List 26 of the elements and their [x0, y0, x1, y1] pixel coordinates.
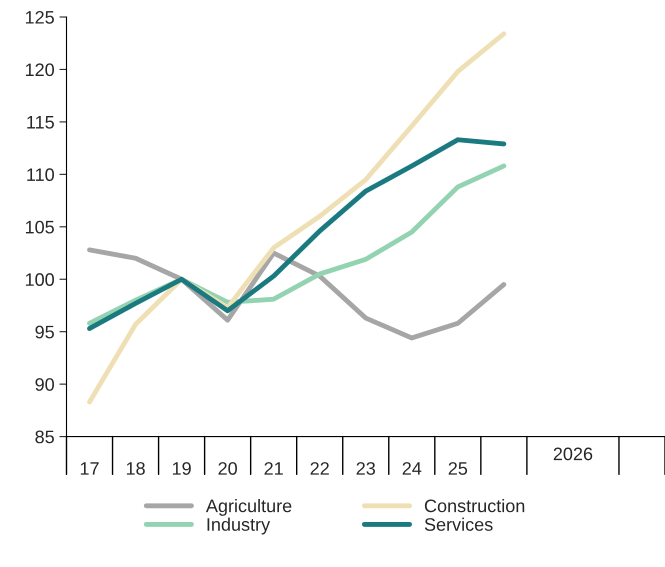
y-tick-label: 120: [26, 63, 54, 76]
legend-label: Services: [424, 518, 493, 531]
text: 2026: [554, 448, 592, 460]
x-tick-label: 22: [310, 462, 329, 475]
line-series: [87, 247, 506, 340]
x-tick-label: 25: [448, 462, 468, 475]
y-tick-label: 125: [26, 10, 54, 24]
y-tick-label: 90: [35, 378, 54, 391]
y-tick-label: 115: [27, 116, 54, 129]
x-tick-label: 24: [402, 462, 422, 475]
x-tick-label: 19: [172, 462, 191, 475]
legend-label: Agriculture: [206, 498, 292, 516]
x-tick-label: 17: [80, 462, 99, 475]
y-tick-label: 100: [26, 273, 54, 286]
y-tick-label: 85: [35, 430, 54, 444]
x-tick-label: 23: [356, 462, 375, 475]
line-series: [87, 137, 506, 331]
y-tick-label: 95: [35, 326, 54, 338]
x-tick-label: 20: [218, 462, 237, 475]
legend-label: Industry: [208, 518, 270, 534]
y-tick-label: 110: [27, 168, 54, 182]
x-tick-label: 21: [264, 462, 283, 475]
x-tick-label: 18: [126, 462, 145, 475]
legend-label: Construction: [424, 498, 524, 512]
line-series: [87, 31, 506, 404]
y-tick-label: 105: [26, 220, 54, 234]
